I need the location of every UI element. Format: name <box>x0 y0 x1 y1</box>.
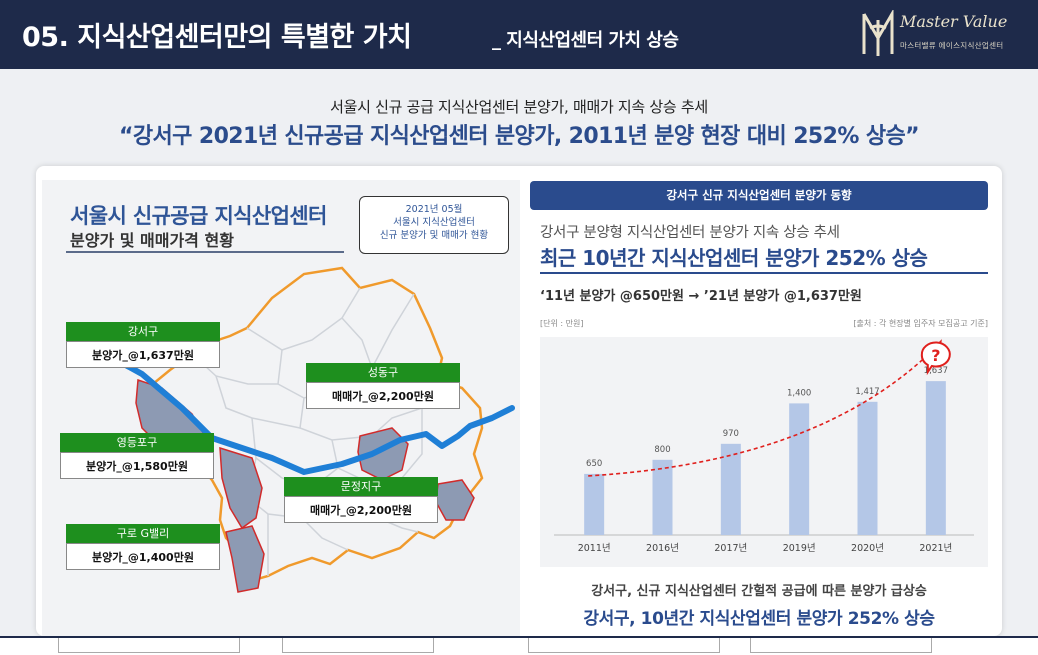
date-box-line: 서울시 지식산업센터 <box>393 217 475 228</box>
label-district-value: 매매가_@2,200만원 <box>284 496 438 523</box>
label-district-value: 매매가_@2,200만원 <box>306 382 460 409</box>
intro-headline: “강서구 2021년 신규공급 지식산업센터 분양가, 2011년 분양 현장 … <box>119 124 920 149</box>
title-divider <box>66 251 344 253</box>
label-district-name: 강서구 <box>66 322 220 341</box>
map-title: 서울시 신규공급 지식산업센터 <box>70 204 327 228</box>
label-district-value: 분양가_@1,580만원 <box>60 452 214 479</box>
trend-headline: 최근 10년간 지식산업센터 분양가 252% 상승 <box>540 246 928 270</box>
chart-category-label: 2017년 <box>714 543 747 554</box>
date-box-line: 2021년 05월 <box>405 204 463 215</box>
label-district-value: 분양가_@1,400만원 <box>66 543 220 570</box>
chart-value-label: 1,400 <box>787 388 811 398</box>
label-district-value: 분양가_@1,637만원 <box>66 341 220 368</box>
price-bar-chart: 650 2011년 800 2016년 970 2017년 1,400 2019년 1,417 2… <box>540 337 988 567</box>
intro-line: 서울시 신규 공급 지식산업센터 분양가, 매매가 지속 상승 추세 <box>330 98 708 116</box>
next-page-strip <box>0 636 1038 655</box>
chart-value-label: 1,637 <box>924 366 948 376</box>
trend-divider <box>540 272 988 274</box>
date-box: 2021년 05월 서울시 지식산업센터 신규 분양가 및 매매가 현황 <box>359 196 509 254</box>
chart-category-label: 2019년 <box>783 543 816 554</box>
chart-category-label: 2021년 <box>919 543 952 554</box>
chart-bar <box>720 443 741 535</box>
summary-headline: 강서구, 10년간 지식산업센터 분양가 252% 상승 <box>583 609 935 629</box>
logo-wordmark: Master Value <box>900 12 1008 31</box>
label-guro: 구로 G밸리 분양가_@1,400만원 <box>66 524 220 570</box>
strip-box <box>750 638 932 653</box>
strip-box <box>58 638 240 653</box>
trend-price-change: ‘11년 분양가 @650만원 → ’21년 분양가 @1,637만원 <box>540 289 862 304</box>
chart-background <box>540 337 988 567</box>
chart-value-label: 970 <box>723 429 739 439</box>
district-guro <box>225 525 265 593</box>
label-yeongdeungpo: 영등포구 분양가_@1,580만원 <box>60 433 214 479</box>
han-river <box>99 349 515 475</box>
label-district-name: 구로 G밸리 <box>66 524 220 543</box>
summary-line: 강서구, 신규 지식산업센터 간헐적 공급에 따른 분양가 급상승 <box>591 584 927 599</box>
chart-value-label: 800 <box>654 445 670 455</box>
map-subtitle: 분양가 및 매매가격 현황 <box>70 231 234 250</box>
chart-annotation: ? <box>931 346 940 365</box>
chart-value-label: 650 <box>586 459 602 469</box>
page-subtitle: _ 지식산업센터 가치 상승 <box>492 30 679 51</box>
page-title: 05. 지식산업센터만의 특별한 가치 <box>22 22 412 53</box>
label-district-name: 영등포구 <box>60 433 214 452</box>
question-bubble-icon <box>920 341 951 376</box>
chart-category-label: 2020년 <box>851 543 884 554</box>
chart-trend-line <box>588 342 941 477</box>
brand-logo: Master Value 마스터밸류 에이스지식산업센터 <box>860 8 1030 62</box>
chart-source: [출처 : 각 현장별 입주자 모집공고 기준] <box>853 319 988 328</box>
date-box-line: 신규 분양가 및 매매가 현황 <box>379 230 489 241</box>
chart-bar <box>925 381 946 535</box>
chart-value-label: 1,417 <box>855 387 879 397</box>
chart-bar <box>584 473 605 535</box>
chart-bar <box>789 403 810 535</box>
label-seongdong: 성동구 매매가_@2,200만원 <box>306 363 460 409</box>
chart-bar <box>857 401 878 535</box>
chart-category-label: 2016년 <box>646 543 679 554</box>
logo-emblem-icon <box>862 10 894 56</box>
trend-description: 강서구 분양형 지식산업센터 분양가 지속 상승 추세 <box>540 225 840 241</box>
chart-category-label: 2011년 <box>578 543 611 554</box>
label-gangseo: 강서구 분양가_@1,637만원 <box>66 322 220 368</box>
label-district-name: 성동구 <box>306 363 460 382</box>
logo-subtext: 마스터밸류 에이스지식산업센터 <box>900 41 1004 50</box>
header-bar: 05. 지식산업센터만의 특별한 가치 _ 지식산업센터 가치 상승 Maste… <box>0 0 1038 69</box>
district-yeongdeungpo <box>219 446 263 530</box>
strip-box <box>282 638 434 653</box>
label-district-name: 문정지구 <box>284 477 438 496</box>
chart-unit: [단위 : 만원] <box>540 319 584 328</box>
chart-bar <box>652 459 673 535</box>
label-munjeong: 문정지구 매매가_@2,200만원 <box>284 477 438 523</box>
trend-section-header: 강서구 신규 지식산업센터 분양가 동향 <box>530 181 988 210</box>
strip-box <box>528 638 720 653</box>
